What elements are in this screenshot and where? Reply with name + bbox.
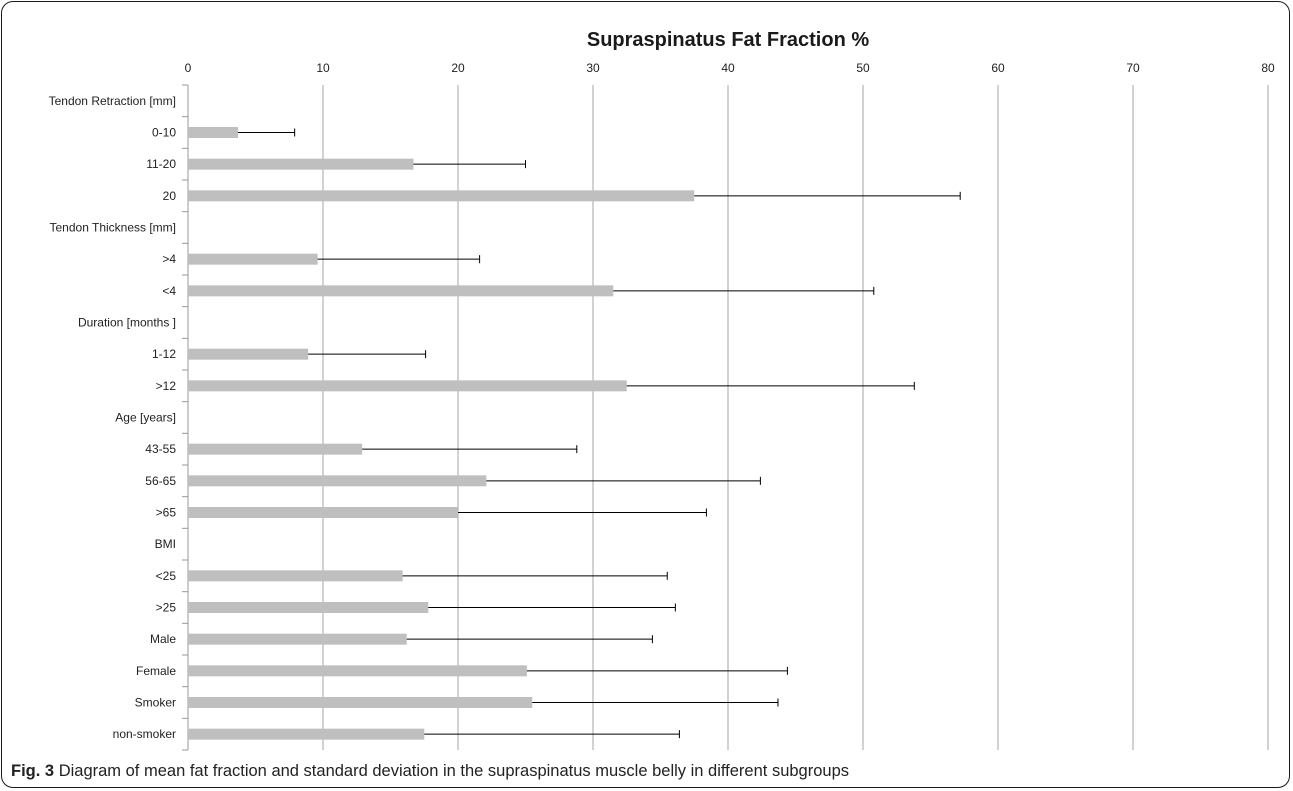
category-label: 56-65 [145,474,176,488]
bar [188,443,363,455]
bar [188,570,403,582]
bar [188,697,533,708]
x-tick-label: 70 [1126,61,1140,75]
bar [188,665,527,677]
x-axis-ticks: 0 10 20 30 40 50 60 70 80 [185,61,1275,75]
category-label: Male [150,632,176,646]
bar [188,253,318,265]
bar [188,728,425,740]
category-label: Tendon Retraction [mm] [49,94,176,108]
x-tick-label: 20 [451,61,465,75]
category-label: 0-10 [152,126,176,140]
category-label: >25 [156,601,177,615]
x-tick-label: 80 [1261,61,1275,75]
x-tick-label: 30 [586,61,600,75]
bar [188,507,458,518]
x-tick-label: 50 [856,61,870,75]
bar [188,127,238,138]
caption-text: Diagram of mean fat fraction and standar… [58,762,850,780]
category-label: 43-55 [145,442,176,456]
bars [188,127,695,740]
bar [188,633,407,645]
bar [188,602,429,613]
x-tick-label: 10 [316,61,330,75]
x-tick-label: 60 [991,61,1005,75]
category-label: Duration [months ] [78,316,176,330]
category-label: 1-12 [152,347,176,361]
category-label: Age [years] [115,411,176,425]
caption-label: Fig. 3 [11,762,55,780]
category-label: <25 [156,569,177,583]
bar [188,348,309,360]
gridlines [187,85,1269,750]
bar [188,380,627,392]
category-label: non-smoker [113,727,176,741]
x-tick-label: 0 [185,61,192,75]
category-label: >12 [156,379,177,393]
x-tick-label: 40 [721,61,735,75]
category-label: <4 [162,284,176,298]
category-label: Tendon Thickness [mm] [50,221,177,235]
bar [188,475,487,487]
category-label: Female [136,664,176,678]
category-label: BMI [155,537,176,551]
chart-title: Supraspinatus Fat Fraction % [587,29,869,51]
figure-caption: Fig. 3 Diagram of mean fat fraction and … [11,762,1281,781]
category-label: >65 [156,506,177,520]
category-label: Smoker [135,696,176,710]
bar [188,158,414,170]
category-label: >4 [162,252,176,266]
error-bars [237,128,961,739]
category-labels: Tendon Retraction [mm] 0-10 11-20 20 Tendon … [49,84,188,751]
bar [188,190,695,202]
bar [188,285,614,297]
category-label: 11-20 [146,157,176,171]
category-label: 20 [163,189,177,203]
